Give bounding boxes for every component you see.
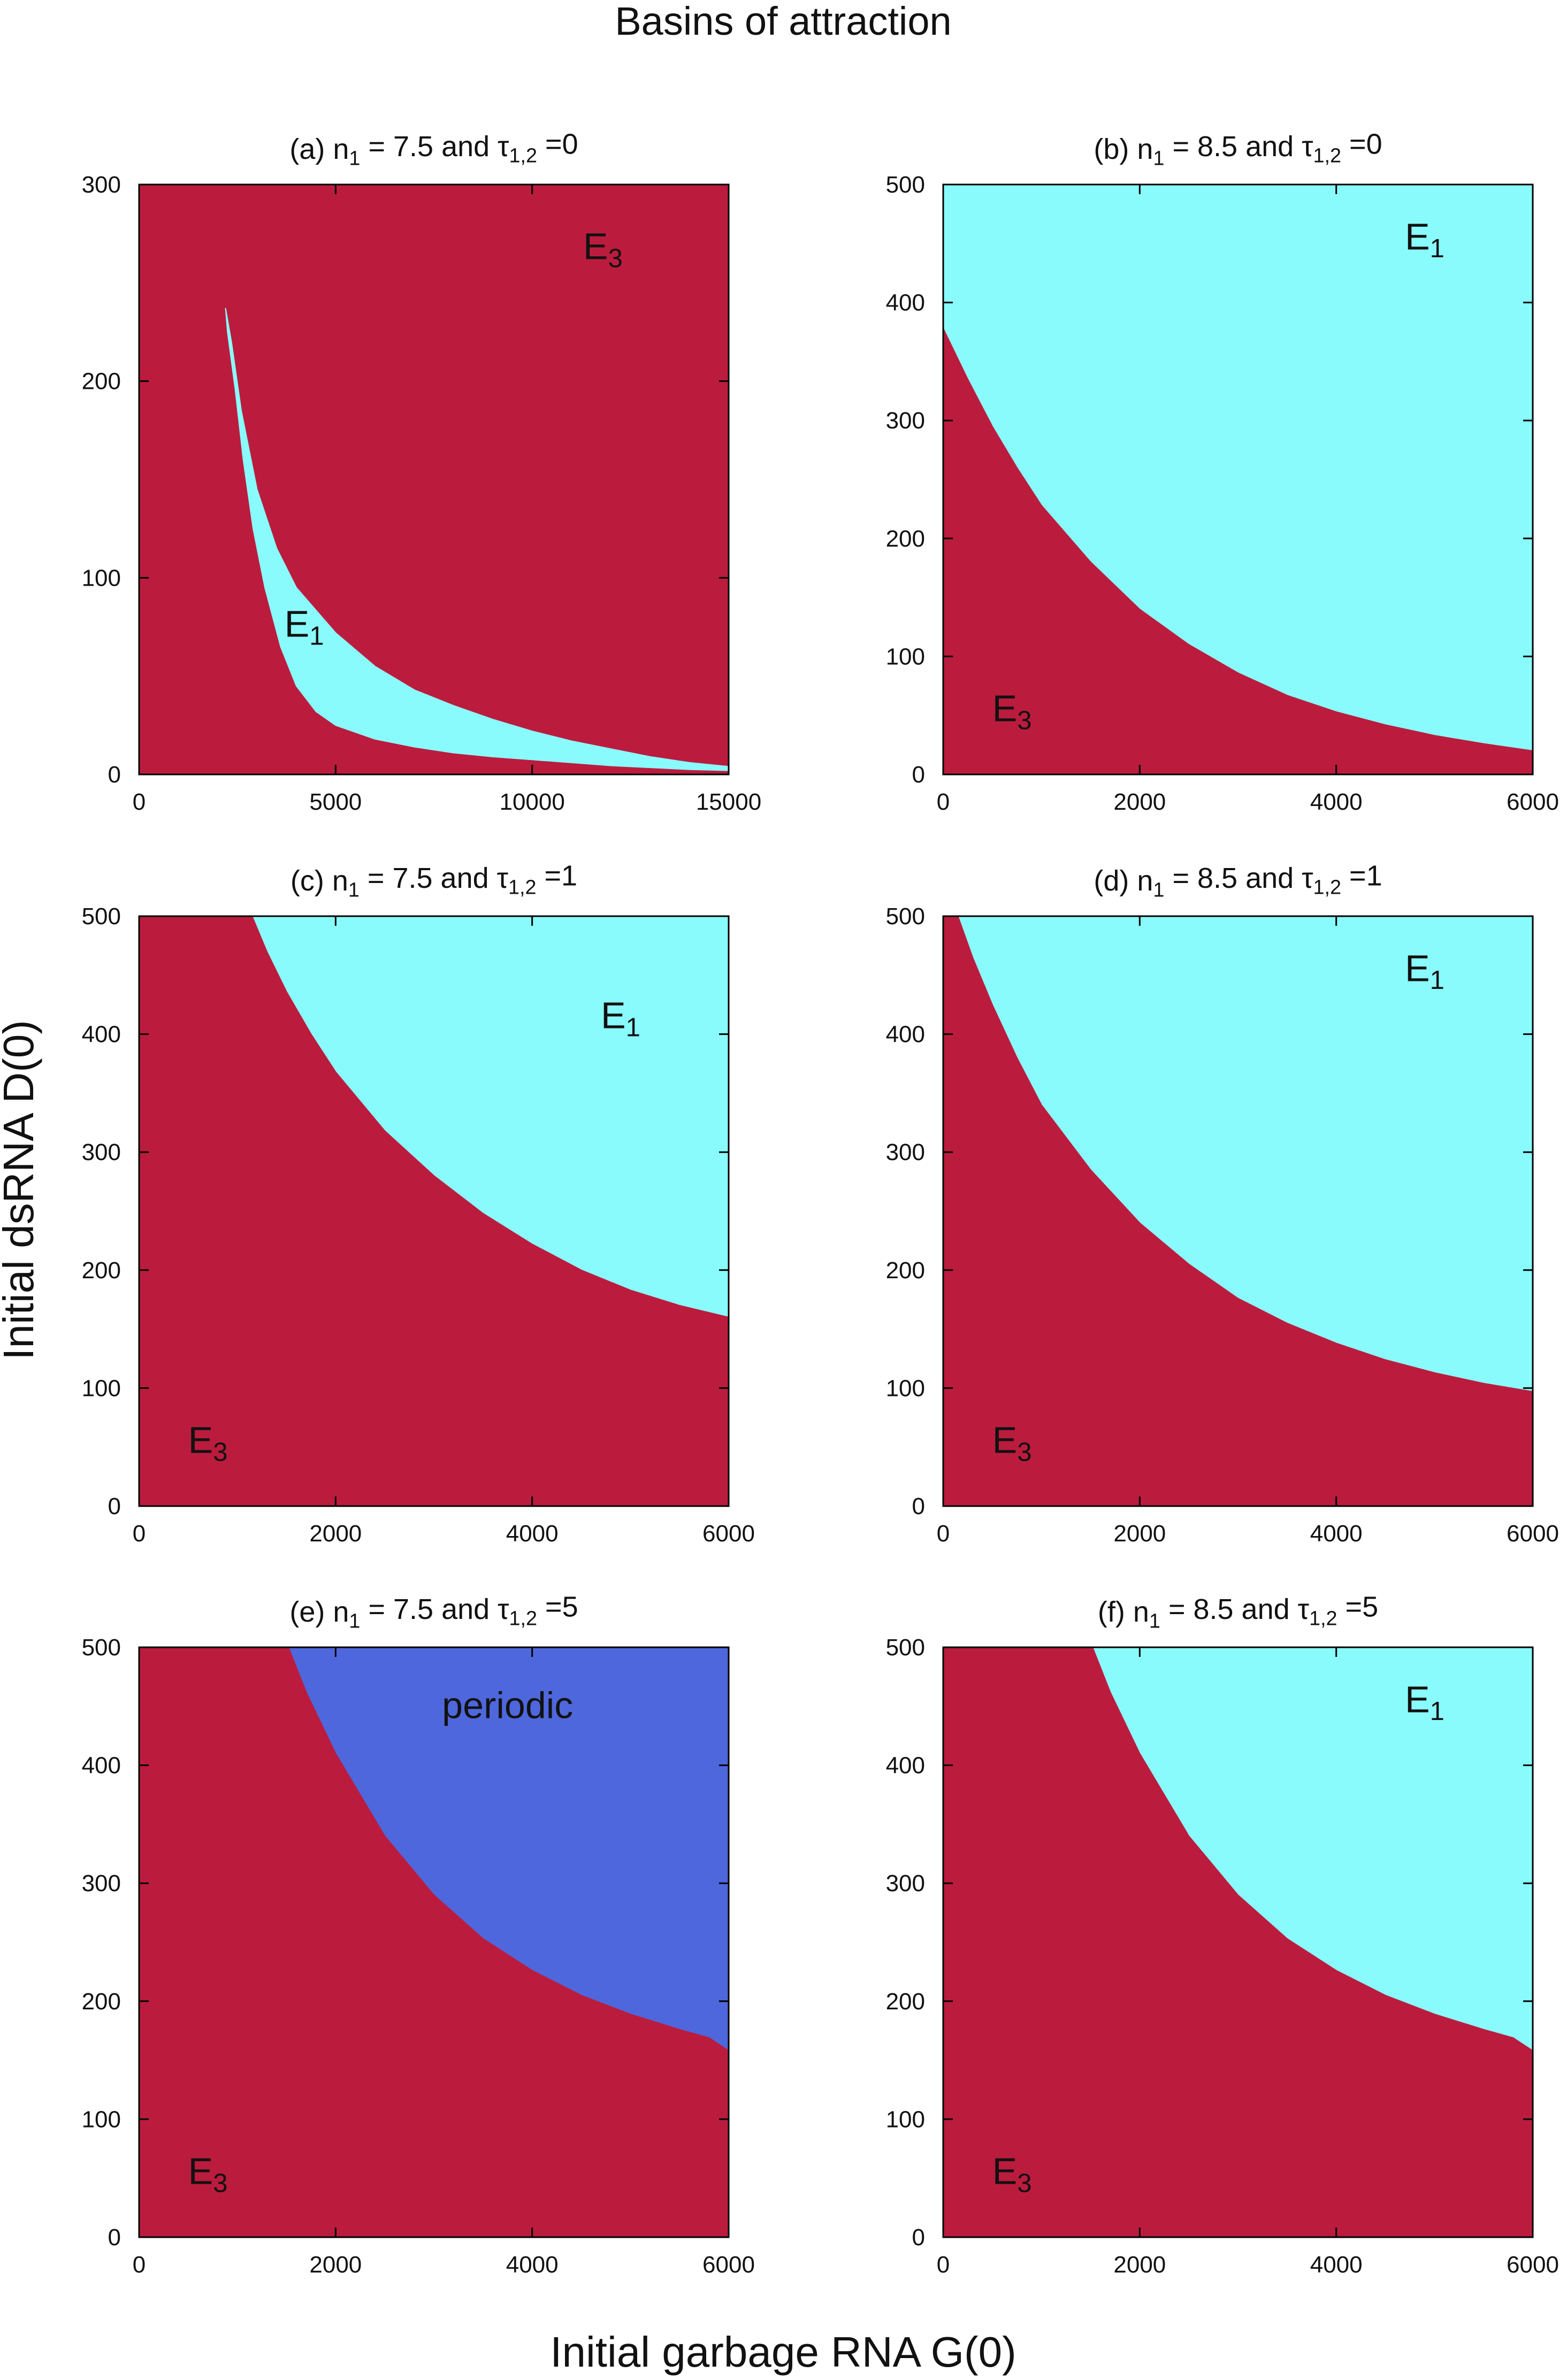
- x-tick-label: 10000: [499, 789, 564, 815]
- panel-f: 0 2000 4000 6000 0 100 200 300 400 500 (f) n1 = 8.…: [886, 1591, 1559, 2278]
- plot-frame: [942, 183, 1534, 776]
- x-tick-label: 0: [133, 1521, 146, 1547]
- y-tick-label: 100: [82, 1375, 121, 1401]
- y-tick-label: 0: [108, 762, 121, 788]
- y-tick-label: 0: [108, 1493, 121, 1519]
- region-label-e3: E3: [992, 2151, 1032, 2198]
- y-tick-label: 100: [886, 643, 925, 670]
- x-tick-label: 0: [937, 1521, 950, 1547]
- y-tick-label: 300: [82, 1139, 121, 1165]
- x-tick-label: 2000: [309, 2252, 362, 2278]
- y-tick-label: 200: [886, 1257, 925, 1284]
- x-tick-label: 6000: [702, 2252, 755, 2278]
- y-tick-label: 400: [886, 290, 925, 316]
- region-E1: [225, 308, 729, 771]
- plot-frame: [138, 915, 730, 1507]
- y-tick-label: 300: [886, 1870, 925, 1897]
- y-tick-label: 500: [82, 903, 121, 930]
- y-tick-label: 200: [886, 526, 925, 552]
- x-tick-label: 4000: [1310, 2252, 1363, 2278]
- panel-title: (b) n1 = 8.5 and τ1,2 =0: [1094, 128, 1382, 170]
- region-label-e1: E1: [1405, 216, 1444, 263]
- x-tick-label: 4000: [1310, 1521, 1363, 1547]
- x-tick-label: 4000: [506, 1521, 559, 1547]
- x-tick-label: 6000: [1507, 789, 1559, 815]
- y-tick-label: 0: [108, 2224, 121, 2251]
- y-tick-label: 400: [82, 1022, 121, 1048]
- x-tick-label: 6000: [1507, 1521, 1559, 1547]
- y-tick-label: 100: [82, 565, 121, 591]
- y-tick-label: 0: [912, 1493, 925, 1519]
- region-label-e3: E3: [992, 688, 1032, 735]
- figure-title: Basins of attraction: [615, 0, 951, 43]
- y-tick-label: 400: [82, 1753, 121, 1779]
- x-tick-label: 6000: [1507, 2252, 1559, 2278]
- x-tick-label: 0: [937, 2252, 950, 2278]
- x-axis-label: Initial garbage RNA G(0): [550, 2328, 1016, 2376]
- plot-frame: [942, 915, 1534, 1507]
- y-tick-label: 500: [82, 1634, 121, 1661]
- plot-frame: [138, 183, 730, 776]
- x-tick-label: 2000: [1113, 2252, 1166, 2278]
- panel-title: (f) n1 = 8.5 and τ1,2 =5: [1098, 1591, 1378, 1632]
- plot-frame: [942, 1646, 1534, 2238]
- panel-b: 0 2000 4000 6000 0 100 200 300 400 500 (b) n1 = 8.…: [886, 128, 1559, 815]
- x-tick-label: 2000: [1113, 1521, 1166, 1547]
- y-tick-label: 300: [82, 1870, 121, 1897]
- x-tick-label: 2000: [1113, 789, 1166, 815]
- y-tick-label: 100: [886, 1375, 925, 1401]
- x-tick-label: 4000: [1310, 789, 1363, 815]
- y-tick-label: 500: [886, 903, 925, 930]
- x-tick-label: 15000: [696, 789, 761, 815]
- y-tick-label: 300: [82, 172, 121, 198]
- plot-frame: [138, 1646, 730, 2238]
- y-tick-label: 100: [82, 2106, 121, 2132]
- x-tick-label: 4000: [506, 2252, 559, 2278]
- region-E3-background: [139, 185, 729, 774]
- region-label-e3: E3: [188, 2151, 228, 2198]
- y-tick-label: 0: [912, 2224, 925, 2251]
- y-tick-label: 200: [886, 1989, 925, 2015]
- panel-title: (e) n1 = 7.5 and τ1,2 =5: [289, 1591, 578, 1632]
- region-label-e1: E1: [601, 995, 640, 1042]
- x-tick-label: 6000: [702, 1521, 755, 1547]
- x-tick-label: 0: [133, 2252, 146, 2278]
- panel-title: (d) n1 = 8.5 and τ1,2 =1: [1094, 859, 1382, 901]
- x-tick-label: 0: [937, 789, 950, 815]
- y-tick-label: 200: [82, 1257, 121, 1284]
- x-tick-label: 2000: [309, 1521, 362, 1547]
- panel-a: 0 5000 10000 15000 0 100 200 300 (a) n1 = 7.5 an…: [82, 128, 762, 815]
- y-tick-label: 200: [82, 368, 121, 395]
- region-label-e1: E1: [1405, 1678, 1444, 1726]
- panel-title: (c) n1 = 7.5 and τ1,2 =1: [291, 859, 577, 901]
- region-label-e1: E1: [285, 603, 324, 651]
- region-label-e3: E3: [188, 1419, 228, 1467]
- y-tick-label: 500: [886, 1634, 925, 1661]
- region-label-periodic: periodic: [442, 1684, 573, 1726]
- y-tick-label: 200: [82, 1989, 121, 2015]
- x-tick-label: 5000: [309, 789, 362, 815]
- y-tick-label: 500: [886, 172, 925, 198]
- y-tick-label: 300: [886, 408, 925, 434]
- y-tick-label: 400: [886, 1753, 925, 1779]
- panel-c: 0 2000 4000 6000 0 100 200 300 400 500 (c) n1 = 7.…: [82, 859, 755, 1547]
- panel-title: (a) n1 = 7.5 and τ1,2 =0: [289, 128, 578, 170]
- region-label-e1: E1: [1405, 947, 1444, 995]
- y-axis-label: Initial dsRNA D(0): [0, 1020, 42, 1360]
- panel-d: 0 2000 4000 6000 0 100 200 300 400 500 (d) n1 = 8.…: [886, 859, 1559, 1547]
- region-label-e3: E3: [583, 226, 623, 273]
- y-tick-label: 400: [886, 1022, 925, 1048]
- region-label-e3: E3: [992, 1419, 1032, 1467]
- x-tick-label: 0: [133, 789, 146, 815]
- y-tick-label: 0: [912, 762, 925, 788]
- panel-e: 0 2000 4000 6000 0 100 200 300 400 500 (e) n1 = 7.…: [82, 1591, 755, 2278]
- y-tick-label: 300: [886, 1139, 925, 1165]
- y-tick-label: 100: [886, 2106, 925, 2132]
